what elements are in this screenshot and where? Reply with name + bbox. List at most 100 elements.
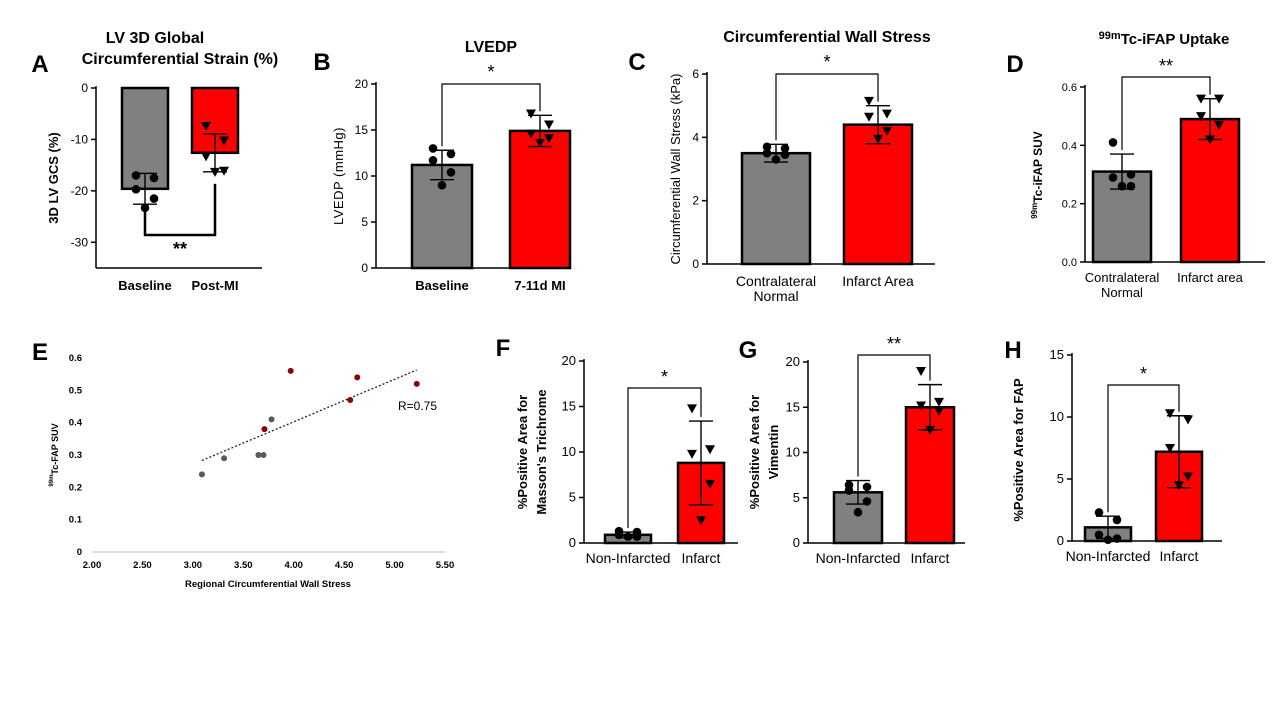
data-point <box>780 144 790 153</box>
y-axis-label: 3D LV GCS (%) <box>46 132 61 224</box>
y-axis-label: Vimentin <box>766 425 781 480</box>
scatter-point <box>255 452 262 458</box>
y-axis-label-main: Tc-FAP SUV <box>50 423 60 474</box>
significance-label: * <box>487 62 494 82</box>
panel-e: E 0 0.1 0.2 0.3 0.4 0.5 0.6 2.00 2.50 3.00 3.50 4.00… <box>32 339 454 590</box>
y-tick-label: 0.1 <box>69 515 83 526</box>
y-axis-label: %Positive Area for <box>747 395 762 509</box>
y-tick-label: 10 <box>562 444 576 459</box>
y-tick-label: 0.2 <box>1062 199 1077 211</box>
y-axis-label: %Positive Area for <box>515 395 530 509</box>
x-tick-label: Baseline <box>415 278 468 293</box>
y-axis-label: 99mTc-iFAP SUV <box>1030 131 1045 219</box>
significance-label: ** <box>1159 56 1173 76</box>
chart-title: LVEDP <box>465 39 517 56</box>
y-tick-label: 2 <box>692 194 699 208</box>
x-tick-label: Infarct <box>911 550 950 566</box>
panel-c: C Circumferential Wall Stress Circumferent… <box>628 29 935 304</box>
data-point <box>219 136 229 146</box>
data-point <box>1214 120 1224 130</box>
data-point <box>925 425 935 435</box>
y-tick-label: 10 <box>786 445 800 460</box>
data-point <box>705 479 715 489</box>
data-point <box>762 142 772 152</box>
x-tick-label: Infarct <box>682 550 721 566</box>
y-axis-label-main: Tc-iFAP SUV <box>1031 131 1045 203</box>
chart-title: Circumferential Wall Stress <box>723 29 931 46</box>
x-tick-label: Normal <box>753 288 798 304</box>
x-axis-label: Regional Circumferential Wall Stress <box>185 579 351 590</box>
data-point <box>705 445 715 455</box>
data-point <box>544 134 554 144</box>
x-tick-label: 2.50 <box>133 560 152 571</box>
scatter-point <box>260 452 267 458</box>
y-tick-label: 0.4 <box>69 418 83 429</box>
y-tick-label: 15 <box>355 123 369 137</box>
x-tick-label: Normal <box>1101 285 1143 300</box>
data-point <box>1214 94 1224 104</box>
scatter-point <box>354 374 361 381</box>
data-point <box>1174 481 1184 491</box>
data-point <box>201 152 211 162</box>
data-point <box>131 185 141 194</box>
y-axis-label: Masson's Trichrome <box>534 389 549 514</box>
data-point <box>934 397 944 407</box>
y-axis-label-sup: 99m <box>1030 203 1039 219</box>
y-tick-label: 0 <box>1057 533 1064 548</box>
data-point <box>864 112 874 122</box>
panel-label: F <box>496 335 511 362</box>
x-tick-label: 4.00 <box>284 560 303 571</box>
panel-label: A <box>31 51 48 78</box>
x-tick-label: Infarct Area <box>842 273 914 289</box>
y-axis-label: Circumferential Wall Stress (kPa) <box>668 74 683 265</box>
data-point <box>1183 472 1193 482</box>
data-point <box>535 138 545 148</box>
data-point <box>1165 444 1175 453</box>
data-point <box>916 401 926 411</box>
chart-title: LV 3D Global <box>106 30 204 47</box>
data-point <box>844 486 854 495</box>
panel-label: C <box>628 49 645 76</box>
data-point <box>1108 138 1118 147</box>
y-tick-label: 20 <box>355 77 369 91</box>
significance-label: ** <box>887 334 901 354</box>
data-point <box>149 173 159 183</box>
y-tick-label: 4 <box>692 130 699 144</box>
bar-1 <box>740 151 812 266</box>
y-tick-label: 15 <box>786 399 800 414</box>
x-tick-label: 5.00 <box>385 560 404 571</box>
y-tick-label: 0.6 <box>69 353 82 364</box>
x-tick-label: Infarct area <box>1177 270 1244 285</box>
y-tick-label: 6 <box>692 67 699 81</box>
data-point <box>853 507 863 517</box>
x-tick-label: Baseline <box>118 278 171 293</box>
scatter-point <box>221 455 228 462</box>
data-point <box>862 482 872 492</box>
y-tick-label: 10 <box>355 169 369 183</box>
bar-2 <box>508 129 572 270</box>
scatter-point <box>268 416 275 423</box>
y-tick-label: 0.5 <box>69 385 83 396</box>
panel-label: D <box>1006 51 1023 78</box>
data-point <box>526 129 536 139</box>
scatter-point <box>347 397 354 404</box>
data-point <box>526 109 536 119</box>
y-tick-label: 0 <box>77 547 82 558</box>
y-tick-label: 0.0 <box>1062 257 1077 269</box>
panel-a: A LV 3D Global Circumferential Strain (%) 3… <box>31 30 278 293</box>
panel-label: E <box>32 339 48 366</box>
y-tick-label: -30 <box>71 235 89 249</box>
y-tick-label: 15 <box>562 399 576 414</box>
y-axis-label: %Positive Area for FAP <box>1011 378 1026 522</box>
y-tick-label: 5 <box>793 490 800 505</box>
y-axis-label-sup: 99m <box>49 475 55 487</box>
y-tick-label: 0.6 <box>1062 82 1077 94</box>
y-tick-label: 0 <box>361 261 368 275</box>
data-point <box>446 149 456 159</box>
data-point <box>131 171 141 180</box>
significance-bracket <box>857 354 931 477</box>
data-point <box>632 532 642 541</box>
x-tick-label: 3.00 <box>184 560 203 571</box>
significance-label: * <box>1140 364 1147 384</box>
data-point <box>687 404 697 414</box>
